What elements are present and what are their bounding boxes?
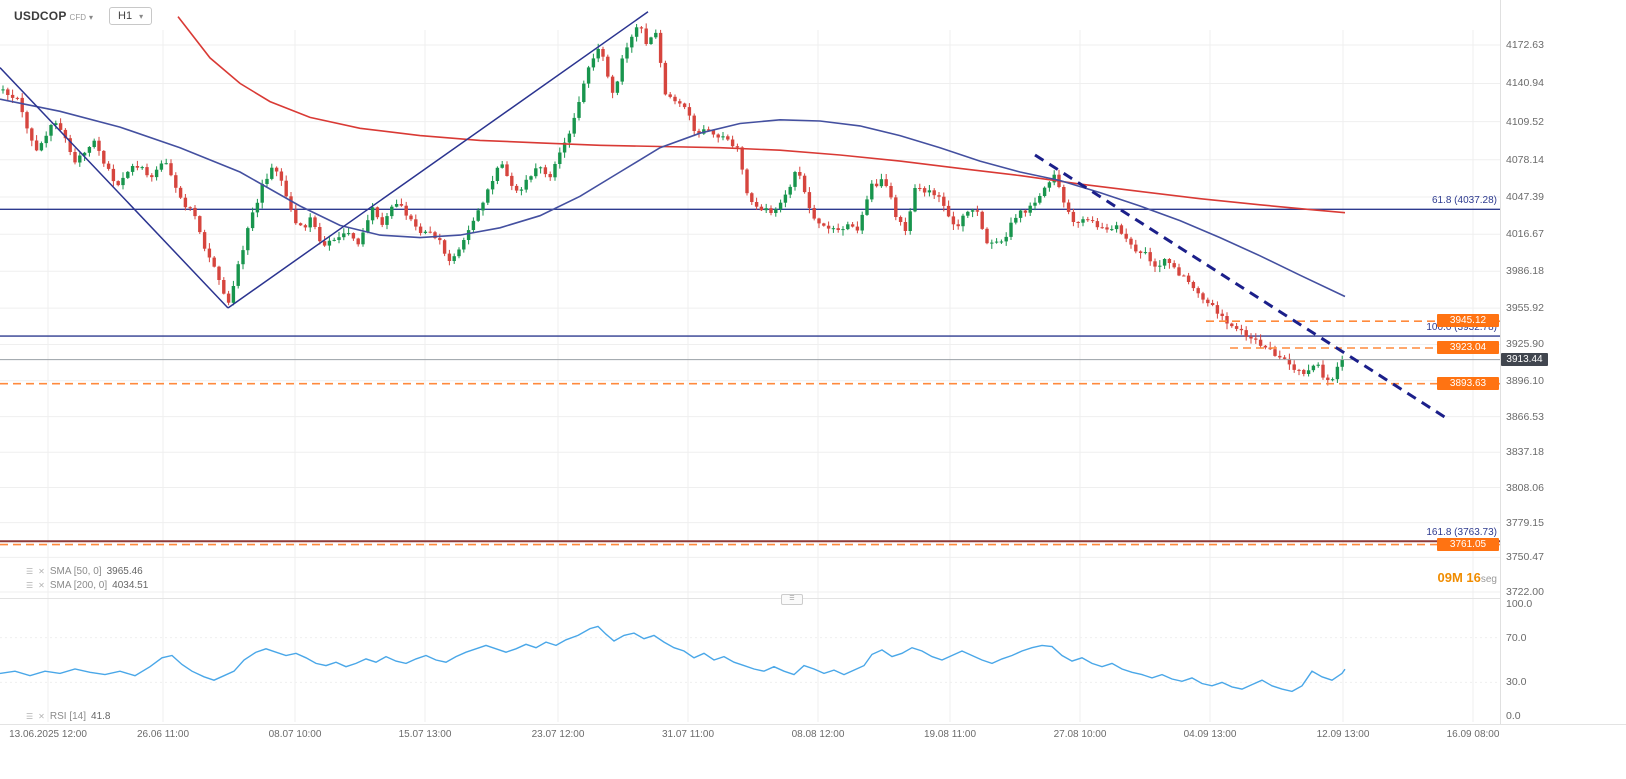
price-axis-label: 3986.18	[1506, 265, 1544, 278]
time-axis-label: 08.07 10:00	[268, 729, 322, 740]
rsi-legend: ☰ ✕ RSI [14] 41.8	[26, 711, 110, 722]
price-axis-label: 3750.47	[1506, 551, 1544, 564]
indicator-remove-icon[interactable]: ✕	[38, 712, 45, 721]
price-axis-divider	[1500, 0, 1501, 724]
time-axis-label: 04.09 13:00	[1183, 729, 1237, 740]
time-axis-label: 15.07 13:00	[398, 729, 452, 740]
panel-divider	[0, 598, 1500, 599]
price-axis-label: 4109.52	[1506, 115, 1544, 128]
rsi-axis-label: 0.0	[1506, 710, 1521, 722]
countdown-value: 09M 16	[1437, 570, 1481, 585]
price-axis-label: 3722.00	[1506, 586, 1544, 598]
indicator-settings-icon[interactable]: ☰	[26, 581, 34, 590]
indicator-settings-icon[interactable]: ☰	[26, 712, 34, 721]
sma50-legend-value: 3965.46	[106, 566, 143, 577]
countdown-unit: seg	[1480, 574, 1497, 585]
time-axis-label: 16.09 08:00	[1446, 729, 1500, 740]
price-axis-label: 3866.53	[1506, 410, 1544, 423]
price-axis-label: 4047.39	[1506, 191, 1544, 204]
chart-toolbar: USDCOP CFD ▾ H1 ▾	[14, 7, 153, 25]
fib-levels[interactable]	[0, 208, 1500, 543]
time-axis-label: 12.09 13:00	[1316, 729, 1370, 740]
rsi-legend-value: 41.8	[91, 711, 111, 722]
price-level-badge[interactable]: 3893.63	[1437, 376, 1499, 390]
timeframe-selector[interactable]: H1 ▾	[109, 7, 153, 25]
rsi-axis-label: 30.0	[1506, 676, 1527, 689]
instrument-type-label: CFD	[69, 13, 86, 22]
candle-countdown: 09M 16seg	[1438, 570, 1498, 585]
candlestick-series	[1, 23, 1344, 386]
time-axis-divider	[0, 724, 1626, 725]
grid-lines	[0, 30, 1500, 722]
price-axis-label: 3808.06	[1506, 481, 1544, 494]
price-axis-label: 3779.15	[1506, 516, 1544, 529]
price-axis-label: 4016.67	[1506, 228, 1544, 241]
price-level-badge[interactable]: 3761.05	[1437, 537, 1499, 551]
time-axis-label: 19.08 11:00	[923, 729, 977, 740]
price-axis-label: 3896.10	[1506, 374, 1544, 387]
price-axis[interactable]: 4172.63 4140.94 4109.52 4078.14 4047.39 4016.…	[1500, 0, 1626, 724]
price-axis-label: 4172.63	[1506, 39, 1544, 51]
price-axis-label: 4078.14	[1506, 153, 1544, 166]
price-level-badge[interactable]: 3923.04	[1437, 340, 1499, 354]
indicator-remove-icon[interactable]: ✕	[38, 581, 45, 590]
sma200-legend-value: 4034.51	[112, 580, 149, 591]
price-axis-label: 3925.90	[1506, 338, 1544, 351]
indicator-settings-icon[interactable]: ☰	[26, 567, 34, 576]
rsi-axis-label: 100.0	[1506, 598, 1533, 610]
trendlines[interactable]	[0, 11, 1446, 419]
time-axis-label: 23.07 12:00	[531, 729, 585, 740]
time-axis-label: 31.07 11:00	[661, 729, 715, 740]
time-axis-label: 26.06 11:00	[136, 729, 190, 740]
symbol-label: USDCOP	[14, 9, 67, 23]
indicator-remove-icon[interactable]: ✕	[38, 567, 45, 576]
sma50-legend-label: SMA [50, 0]	[49, 566, 102, 577]
panel-resize-handle[interactable]: ☰	[781, 594, 803, 605]
chevron-down-icon: ▾	[139, 11, 144, 21]
chevron-down-icon: ▾	[89, 13, 94, 22]
price-axis-label: 3837.18	[1506, 446, 1544, 459]
price-axis-label: 4140.94	[1506, 77, 1544, 90]
rsi-axis-label: 70.0	[1506, 631, 1527, 644]
sma200-legend-label: SMA [200, 0]	[49, 580, 108, 591]
time-axis-label: 13.06.2025 12:00	[9, 729, 87, 740]
time-axis-label: 08.08 12:00	[791, 729, 845, 740]
sma50-legend: ☰ ✕ SMA [50, 0] 3965.46	[26, 566, 143, 577]
rsi-legend-label: RSI [14]	[49, 711, 87, 722]
sma200-line[interactable]	[177, 16, 1346, 214]
time-axis[interactable]: 13.06.2025 12:00 26.06 11:00 08.07 10:00 15…	[0, 725, 1626, 753]
symbol-selector[interactable]: USDCOP CFD ▾	[14, 9, 93, 23]
price-level-badge[interactable]: 3945.12	[1437, 314, 1499, 328]
rsi-line[interactable]	[0, 625, 1346, 693]
time-axis-label: 27.08 10:00	[1053, 729, 1107, 740]
price-axis-label: 3955.92	[1506, 302, 1544, 315]
timeframe-label: H1	[118, 10, 133, 22]
sma200-legend: ☰ ✕ SMA [200, 0] 4034.51	[26, 580, 148, 591]
sma50-line[interactable]	[0, 98, 1346, 298]
current-price-badge: 3913.44	[1501, 352, 1548, 366]
